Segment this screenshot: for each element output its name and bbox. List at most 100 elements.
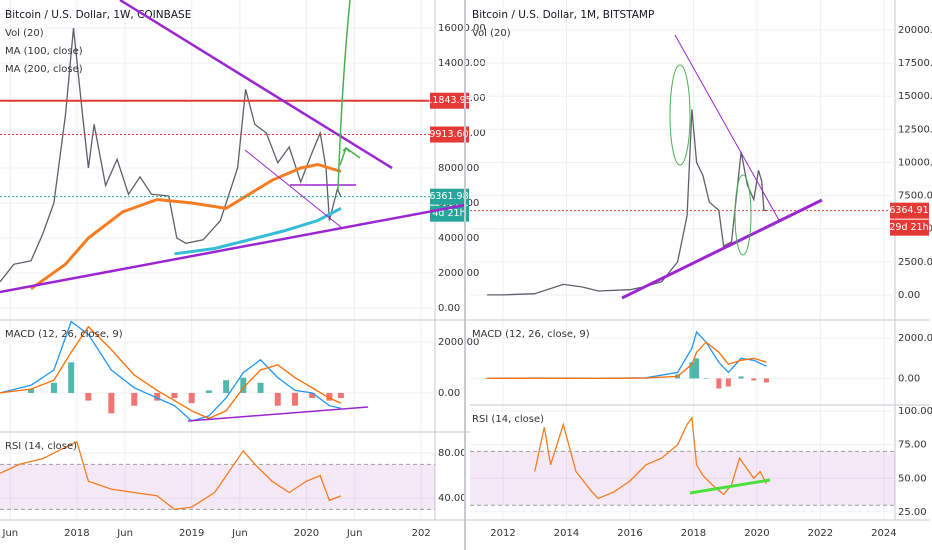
histogram-bar <box>725 378 731 387</box>
macd-panel <box>470 330 895 389</box>
y-tick-label: 12500.00 <box>898 124 932 135</box>
x-tick-label: Jun <box>116 528 133 539</box>
price-label-box <box>430 92 469 109</box>
indicator-label: Vol (20) <box>5 28 44 39</box>
y-tick-label: 16000.00 <box>438 23 486 34</box>
histogram-bar <box>751 378 757 381</box>
rsi-panel <box>0 440 435 511</box>
panel-title: MACD (12, 26, close, 9) <box>472 329 590 340</box>
price-panel <box>470 29 895 296</box>
series-line <box>0 27 342 283</box>
histogram-bar <box>223 380 230 393</box>
x-tick-label: 2018 <box>64 528 89 539</box>
trendline <box>244 149 343 229</box>
price-label-box <box>890 202 929 219</box>
histogram-bar <box>337 392 344 399</box>
histogram-bar <box>27 389 34 393</box>
countdown-label: 4d 21h <box>432 208 465 219</box>
series-line <box>487 109 767 296</box>
price-label: 6364.91 <box>889 205 928 216</box>
histogram-bar <box>108 392 115 414</box>
histogram-bar <box>154 392 161 401</box>
x-tick-label: 202 <box>412 528 431 539</box>
price-label: 11843.95 <box>426 95 471 106</box>
y-tick-label: 40.00 <box>438 493 467 504</box>
histogram-bar <box>274 392 281 406</box>
chart: 2012 2014 2016 2018 2020 2022 2024 0.00 2500.00 5… <box>470 0 932 539</box>
y-tick-label: 2000.00 <box>438 337 479 348</box>
trendline <box>674 34 781 223</box>
x-tick-label: Jun <box>346 528 363 539</box>
histogram-bar <box>131 392 138 406</box>
y-tick-label: 100.00 <box>898 406 932 417</box>
chart: Jun 2018 Jun 2019 Jun 2020 Jun 202 0.00 2000.00 40… <box>0 0 486 539</box>
histogram-bar <box>171 392 178 399</box>
histogram-bar <box>50 382 57 393</box>
y-tick-label: 25.00 <box>898 507 927 518</box>
x-tick-label: 2019 <box>179 528 204 539</box>
y-tick-label: 0.00 <box>438 388 460 399</box>
y-tick-label: 80.00 <box>438 448 467 459</box>
highlight-ellipse <box>734 174 752 256</box>
histogram-bar <box>703 378 709 379</box>
y-tick-label: 8000.00 <box>438 163 479 174</box>
series-line <box>174 206 342 256</box>
x-tick-label: 2012 <box>490 528 515 539</box>
x-tick-label: Jun <box>231 528 248 539</box>
x-tick-label: 2020 <box>744 528 769 539</box>
series-line <box>487 341 767 380</box>
series-line <box>0 325 342 420</box>
histogram-bar <box>694 358 700 379</box>
y-tick-label: 50.00 <box>898 473 927 484</box>
y-tick-label: 75.00 <box>898 440 927 451</box>
histogram-bar <box>309 392 316 399</box>
rsi-band <box>470 451 895 506</box>
y-tick-label: 17500.00 <box>898 58 932 69</box>
histogram-bar <box>763 378 769 383</box>
panel-title: RSI (14, close) <box>472 414 544 425</box>
chart-title: Bitcoin / U.S. Dollar, 1M, BITSTAMP <box>472 9 654 21</box>
x-tick-label: 2018 <box>681 528 706 539</box>
series-line <box>30 162 342 291</box>
trendline <box>689 478 771 495</box>
panel-title: MACD (12, 26, close, 9) <box>5 329 123 340</box>
histogram-bar <box>68 362 75 393</box>
y-tick-label: 20000.00 <box>898 25 932 36</box>
trendline <box>119 0 393 170</box>
x-tick-label: 2022 <box>808 528 833 539</box>
y-tick-label: 15000.00 <box>898 91 932 102</box>
y-tick-label: 10000.00 <box>898 157 932 168</box>
rsi-band <box>0 464 435 510</box>
trendline <box>187 406 369 422</box>
legend-entry: MA (200, close) <box>5 64 83 75</box>
y-tick-label: 4000.00 <box>438 233 479 244</box>
y-tick-label: 0.00 <box>898 290 920 301</box>
histogram-bar <box>240 377 247 393</box>
chart-title: Bitcoin / U.S. Dollar, 1W, COINBASE <box>5 9 191 21</box>
histogram-bar <box>205 390 212 393</box>
histogram-bar <box>689 362 695 379</box>
price-label-box <box>430 188 469 205</box>
projection-arrow <box>339 146 361 166</box>
projection-arrow <box>337 0 351 191</box>
y-tick-label: 14000.00 <box>438 58 486 69</box>
histogram-bar <box>85 392 92 401</box>
drawings <box>0 0 823 550</box>
highlight-ellipse <box>669 64 691 166</box>
panel-title: RSI (14, close) <box>5 441 77 452</box>
histogram-bar <box>257 382 264 393</box>
series-line <box>0 440 342 511</box>
trendline <box>0 203 466 294</box>
y-tick-label: 2000.00 <box>898 333 932 344</box>
legend-entry: MA (100, close) <box>5 46 83 57</box>
x-tick-label: 2020 <box>294 528 319 539</box>
histogram-bar <box>716 378 722 389</box>
x-tick-label: 2024 <box>871 528 896 539</box>
rsi-panel <box>470 410 895 513</box>
price-panel <box>0 27 435 309</box>
histogram-bar <box>326 392 333 401</box>
y-tick-label: 7500.00 <box>898 191 932 202</box>
price-label-box <box>430 126 469 143</box>
x-tick-label: Jun <box>2 528 19 539</box>
